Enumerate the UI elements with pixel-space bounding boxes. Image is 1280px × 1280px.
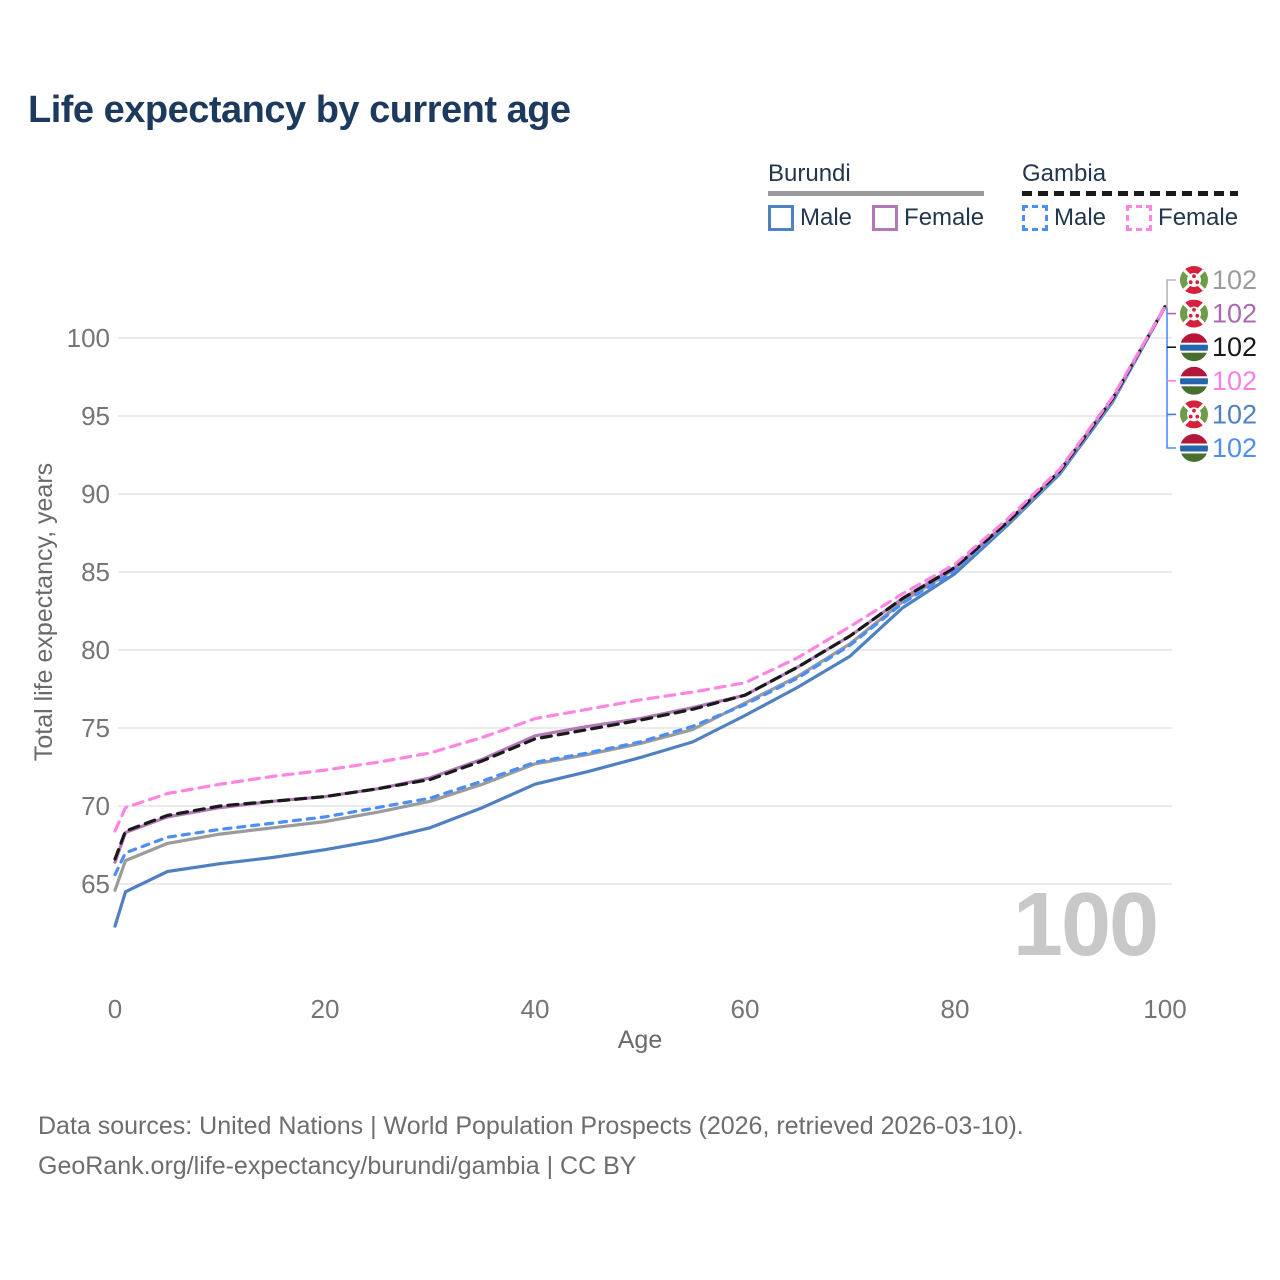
gambia-flag-icon bbox=[1180, 333, 1208, 361]
legend-item-label: Female bbox=[904, 203, 985, 231]
burundi-flag-icon bbox=[1180, 400, 1208, 428]
end-label-value: 102 bbox=[1212, 366, 1257, 396]
legend-item-gambia-female[interactable]: Female bbox=[1126, 204, 1238, 232]
burundi-flag-icon bbox=[1180, 300, 1208, 328]
burundi-male-swatch-icon bbox=[768, 204, 794, 231]
series-line-gambia-male[interactable] bbox=[113, 305, 1167, 877]
y-tick-80: 80 bbox=[81, 635, 110, 665]
attribution-line: GeoRank.org/life-expectancy/burundi/gamb… bbox=[38, 1152, 637, 1180]
gambia-flag-icon bbox=[1180, 434, 1208, 462]
burundi-female-swatch-icon bbox=[872, 204, 899, 231]
burundi-line-style-swatch bbox=[768, 190, 985, 196]
end-label-value: 102 bbox=[1212, 332, 1257, 362]
legend-items-burundi: Male Female bbox=[768, 204, 984, 232]
end-label-value: 102 bbox=[1212, 433, 1257, 463]
x-tick-80: 80 bbox=[941, 994, 970, 1024]
end-label-value: 102 bbox=[1212, 399, 1257, 429]
gambia-flag-icon bbox=[1180, 367, 1208, 395]
y-tick-70: 70 bbox=[81, 791, 110, 821]
end-label-value: 102 bbox=[1212, 265, 1257, 295]
x-axis-title: Age bbox=[618, 1026, 662, 1054]
y-axis-title: Total life expectancy, years bbox=[30, 463, 58, 761]
gambia-male-swatch-icon bbox=[1022, 204, 1048, 231]
y-tick-65: 65 bbox=[81, 869, 110, 899]
legend-item-label: Male bbox=[800, 203, 853, 231]
x-tick-0: 0 bbox=[108, 994, 122, 1024]
series-line-burundi-female[interactable] bbox=[113, 305, 1167, 864]
burundi-flag-icon bbox=[1180, 266, 1208, 294]
legend-item-burundi-male[interactable]: Male bbox=[768, 204, 852, 232]
legend-group-burundi: Burundi Male Female bbox=[768, 160, 985, 232]
x-tick-40: 40 bbox=[521, 994, 550, 1024]
end-label-value: 102 bbox=[1212, 299, 1257, 329]
label-connector-top bbox=[1166, 279, 1176, 308]
label-connector-bottom bbox=[1166, 308, 1176, 449]
legend-country-burundi[interactable]: Burundi bbox=[768, 160, 851, 187]
gambia-female-swatch-icon bbox=[1126, 204, 1153, 231]
series-line-burundi-male[interactable] bbox=[113, 305, 1167, 928]
series-line-gambia-both-sexes[interactable] bbox=[113, 305, 1167, 861]
legend-item-burundi-female[interactable]: Female bbox=[872, 204, 984, 232]
legend-group-gambia: Gambia Male Female bbox=[1022, 160, 1239, 232]
legend-item-gambia-male[interactable]: Male bbox=[1022, 204, 1106, 232]
y-tick-95: 95 bbox=[81, 401, 110, 431]
gambia-line-style-swatch bbox=[1022, 190, 1239, 196]
data-sources-line: Data sources: United Nations | World Pop… bbox=[38, 1112, 1024, 1140]
series-line-gambia-female[interactable] bbox=[113, 305, 1167, 833]
y-tick-85: 85 bbox=[81, 557, 110, 587]
x-tick-20: 20 bbox=[311, 994, 340, 1024]
legend-item-label: Male bbox=[1054, 203, 1107, 231]
footer: Data sources: United Nations | World Pop… bbox=[38, 1106, 1024, 1186]
x-tick-100: 100 bbox=[1143, 994, 1186, 1024]
legend-item-label: Female bbox=[1158, 203, 1239, 231]
y-tick-75: 75 bbox=[81, 713, 110, 743]
legend-items-gambia: Male Female bbox=[1022, 204, 1238, 232]
legend: Burundi Male Female Gambia Male bbox=[0, 160, 1280, 245]
y-tick-100: 100 bbox=[67, 323, 110, 353]
legend-country-gambia[interactable]: Gambia bbox=[1022, 160, 1107, 187]
x-tick-60: 60 bbox=[731, 994, 760, 1024]
page-title: Life expectancy by current age bbox=[28, 89, 571, 131]
age-watermark: 100 bbox=[1013, 875, 1157, 975]
y-tick-90: 90 bbox=[81, 479, 110, 509]
